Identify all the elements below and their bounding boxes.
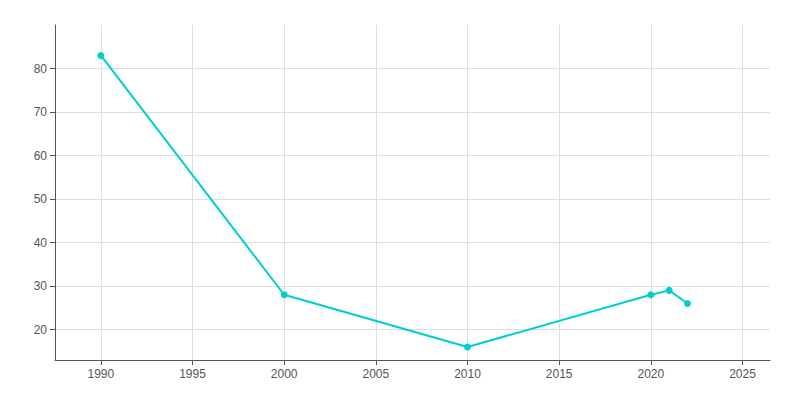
svg-text:2020: 2020 [637, 367, 664, 381]
svg-text:2000: 2000 [271, 367, 298, 381]
svg-text:60: 60 [34, 149, 48, 163]
svg-text:80: 80 [34, 62, 48, 76]
svg-text:50: 50 [34, 192, 48, 206]
svg-text:30: 30 [34, 279, 48, 293]
svg-text:1995: 1995 [179, 367, 206, 381]
svg-text:20: 20 [34, 323, 48, 337]
svg-text:2025: 2025 [729, 367, 756, 381]
svg-text:40: 40 [34, 236, 48, 250]
svg-text:70: 70 [34, 105, 48, 119]
svg-text:2010: 2010 [454, 367, 481, 381]
svg-text:2005: 2005 [362, 367, 389, 381]
svg-text:1990: 1990 [87, 367, 114, 381]
svg-text:2015: 2015 [546, 367, 573, 381]
